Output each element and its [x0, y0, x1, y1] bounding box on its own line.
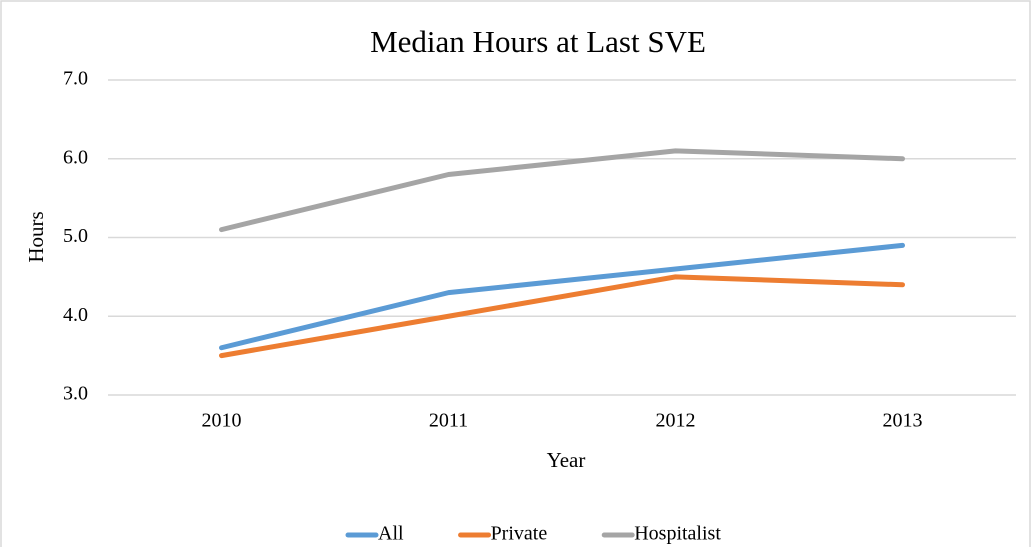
- series-line: [219, 148, 905, 233]
- x-tick-label: 2011: [429, 410, 468, 432]
- y-tick-label: 7.0: [63, 68, 88, 90]
- y-tick-label: 3.0: [63, 383, 88, 405]
- x-tick-label: 2012: [656, 410, 696, 432]
- y-tick-label: 4.0: [63, 304, 88, 326]
- y-axis-label: Hours: [24, 211, 48, 262]
- chart-title: Median Hours at Last SVE: [370, 24, 706, 59]
- x-tick-label: 2010: [202, 410, 242, 432]
- y-tick-label: 6.0: [63, 146, 88, 168]
- series-line: [219, 274, 905, 359]
- legend-label: Hospitalist: [634, 523, 721, 545]
- y-tick-label: 5.0: [63, 225, 88, 247]
- legend-label: Private: [491, 523, 548, 545]
- x-axis-label: Year: [547, 448, 586, 472]
- x-tick-label: 2013: [883, 410, 923, 432]
- legend-label: All: [378, 523, 404, 545]
- series-line: [219, 242, 905, 351]
